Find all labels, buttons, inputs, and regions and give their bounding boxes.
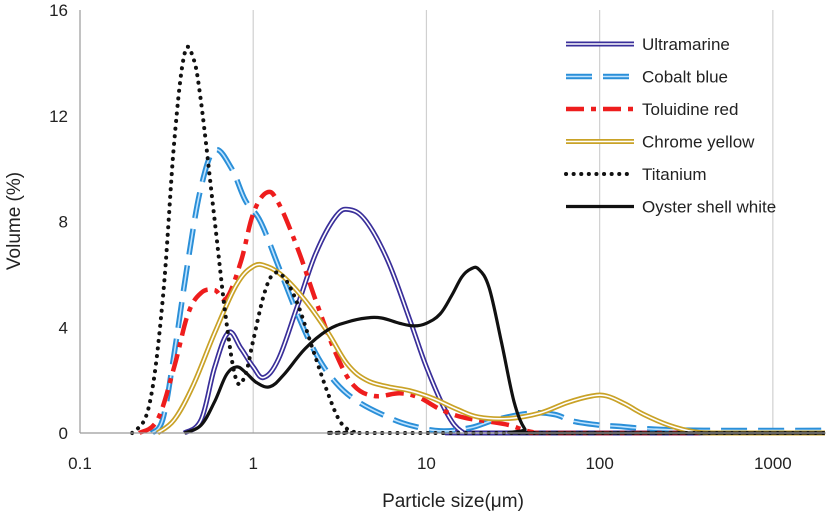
series-chrome-yellow — [155, 261, 825, 436]
legend-oyster-shell-white: Oyster shell white — [566, 198, 776, 217]
x-tick-label: 1000 — [754, 454, 792, 473]
y-tick-label: 4 — [59, 318, 68, 337]
legend-titanium-label: Titanium — [642, 165, 707, 184]
x-tick-label: 0.1 — [68, 454, 92, 473]
y-tick-label: 0 — [59, 424, 68, 443]
y-tick-label: 16 — [49, 1, 68, 20]
series-lines — [130, 44, 827, 436]
legend-oyster-shell-white-label: Oyster shell white — [642, 198, 776, 217]
series-titanium — [130, 44, 827, 436]
legend-toluidine-red: Toluidine red — [566, 100, 738, 119]
series-toluidine-red — [137, 189, 825, 436]
y-tick-label: 12 — [49, 107, 68, 126]
legend-titanium: Titanium — [564, 165, 707, 184]
series-chrome-yellow-line-inner — [157, 263, 825, 434]
legend: Ultramarine Cobalt blue Toluidine red Chrom… — [564, 35, 776, 217]
series-oyster-shell-white-line — [183, 265, 825, 435]
y-axis-title: Volume (%) — [4, 172, 25, 270]
legend-chrome-yellow: Chrome yellow — [566, 133, 755, 152]
series-oyster-shell-white — [183, 265, 825, 435]
series-ultramarine-line-inner — [183, 208, 825, 434]
axes — [79, 10, 825, 434]
x-tick-label: 10 — [417, 454, 436, 473]
legend-ultramarine: Ultramarine — [566, 35, 730, 54]
y-tick-label: 8 — [59, 213, 68, 232]
legend-cobalt-blue-label: Cobalt blue — [642, 68, 728, 87]
x-axis-title: Particle size(μm) — [382, 491, 524, 512]
series-ultramarine-line-outer — [182, 206, 825, 436]
legend-chrome-yellow-label: Chrome yellow — [642, 133, 755, 152]
series-ultramarine — [182, 206, 825, 436]
legend-cobalt-blue: Cobalt blue — [566, 68, 728, 87]
legend-ultramarine-label: Ultramarine — [642, 35, 730, 54]
series-toluidine-red-line — [137, 189, 825, 436]
x-tick-label: 1 — [248, 454, 257, 473]
series-titanium-line — [130, 44, 827, 436]
x-tick-label: 100 — [585, 454, 613, 473]
tick-labels: 0 4 8 12 16 0.1 1 10 100 1000 — [49, 1, 792, 473]
legend-toluidine-red-label: Toluidine red — [642, 100, 738, 119]
